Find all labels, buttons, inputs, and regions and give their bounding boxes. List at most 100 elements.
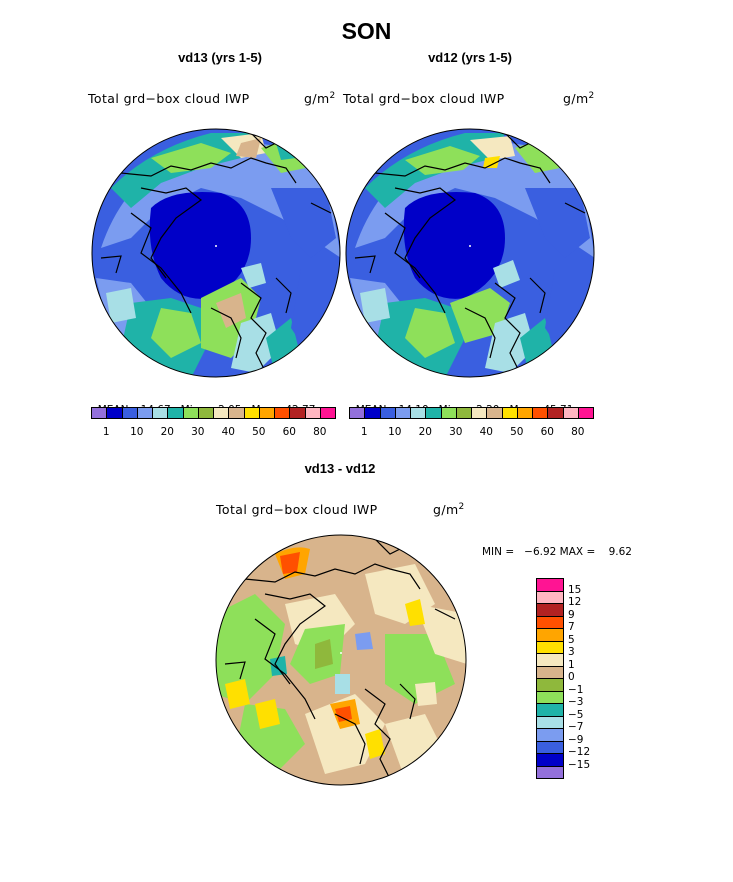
figure-title: SON bbox=[341, 18, 392, 44]
left-colorbar-swatch bbox=[152, 407, 169, 419]
left-colorbar-swatch bbox=[228, 407, 245, 419]
left-polar-map bbox=[91, 128, 341, 378]
left-colorbar-tick-label: 20 bbox=[160, 426, 174, 438]
left-colorbar-swatch bbox=[136, 407, 153, 419]
right-colorbar bbox=[349, 407, 594, 421]
right-colorbar-swatch bbox=[410, 407, 427, 419]
right-units-exp: 2 bbox=[588, 91, 595, 101]
diff-colorbar-tick-label: 0 bbox=[568, 671, 575, 683]
left-colorbar-tick-label: 40 bbox=[221, 426, 235, 438]
right-colorbar-swatch bbox=[394, 407, 411, 419]
right-colorbar-swatch bbox=[486, 407, 503, 419]
diff-panel-subtitle: vd13 - vd12 bbox=[304, 461, 376, 476]
left-panel-subtitle: vd13 (yrs 1-5) bbox=[178, 50, 262, 65]
right-colorbar-swatch bbox=[440, 407, 457, 419]
left-colorbar-swatch bbox=[213, 407, 230, 419]
diff-colorbar-swatch bbox=[536, 640, 564, 654]
diff-colorbar-swatch bbox=[536, 690, 564, 704]
left-colorbar-tick-label: 80 bbox=[313, 426, 327, 438]
left-colorbar-swatch bbox=[258, 407, 275, 419]
diff-colorbar-tick-label: 5 bbox=[568, 633, 575, 646]
diff-colorbar-tick-label: −9 bbox=[568, 733, 584, 746]
left-colorbar-swatch bbox=[319, 407, 336, 419]
left-colorbar-swatch bbox=[106, 407, 123, 419]
diff-colorbar-tick-label: −7 bbox=[568, 721, 584, 733]
left-colorbar-tick-label: 10 bbox=[130, 426, 144, 438]
left-field-label: Total grd−box cloud IWP bbox=[88, 91, 250, 106]
right-colorbar-swatch bbox=[455, 407, 472, 419]
right-colorbar-swatch bbox=[471, 407, 488, 419]
diff-colorbar-swatch bbox=[536, 578, 564, 592]
right-colorbar-swatch bbox=[547, 407, 564, 419]
diff-colorbar-swatch bbox=[536, 665, 564, 679]
left-colorbar-swatch bbox=[197, 407, 214, 419]
left-colorbar-labels: 1 10 20 30 40 50 60 80 bbox=[91, 426, 335, 440]
left-colorbar bbox=[91, 407, 336, 421]
left-colorbar-swatch bbox=[304, 407, 321, 419]
right-colorbar-labels: 1 10 20 30 40 50 60 80 bbox=[349, 426, 593, 440]
right-colorbar-tick-label: 1 bbox=[360, 426, 368, 438]
diff-colorbar-tick-label: −5 bbox=[568, 708, 584, 721]
diff-colorbar-swatch bbox=[536, 590, 564, 604]
left-colorbar-swatch bbox=[274, 407, 291, 419]
right-colorbar-swatch bbox=[349, 407, 366, 419]
left-colorbar-swatch bbox=[243, 407, 260, 419]
diff-colorbar-tick-label: −3 bbox=[568, 696, 584, 708]
diff-colorbar-tick-label: −15 bbox=[568, 758, 591, 771]
right-colorbar-swatch bbox=[425, 407, 442, 419]
diff-colorbar-tick-label: 7 bbox=[568, 621, 575, 633]
left-colorbar-swatch bbox=[167, 407, 184, 419]
diff-units-base: g/m bbox=[433, 502, 459, 518]
diff-colorbar-swatch bbox=[536, 653, 564, 667]
right-units: g/m2 bbox=[563, 91, 595, 106]
left-units-base: g/m bbox=[304, 91, 330, 107]
right-colorbar-tick-label: 10 bbox=[388, 426, 402, 438]
diff-colorbar-tick-label: 1 bbox=[568, 658, 575, 671]
left-colorbar-tick-label: 30 bbox=[191, 426, 205, 438]
diff-colorbar-swatch bbox=[536, 740, 564, 754]
right-colorbar-tick-label: 80 bbox=[571, 426, 585, 438]
left-colorbar-tick-label: 1 bbox=[102, 426, 110, 438]
left-colorbar-swatch bbox=[182, 407, 199, 419]
right-colorbar-swatch bbox=[379, 407, 396, 419]
left-colorbar-tick-label: 50 bbox=[252, 426, 266, 438]
left-colorbar-tick-label: 60 bbox=[282, 426, 296, 438]
right-colorbar-swatch bbox=[562, 407, 579, 419]
diff-colorbar-labels: 15 12 9 7 5 3 1 0 −1 −3 −5 −7 −9 −12 −15 bbox=[568, 578, 608, 778]
diff-colorbar bbox=[536, 578, 564, 779]
diff-colorbar-tick-label: 9 bbox=[568, 608, 575, 621]
left-colorbar-swatch bbox=[289, 407, 306, 419]
right-polar-map bbox=[345, 128, 595, 378]
diff-colorbar-tick-label: −12 bbox=[568, 746, 591, 758]
left-units: g/m2 bbox=[304, 91, 336, 106]
right-units-base: g/m bbox=[563, 91, 589, 107]
diff-colorbar-swatch bbox=[536, 715, 564, 729]
left-colorbar-swatch bbox=[91, 407, 108, 419]
diff-colorbar-swatch bbox=[536, 628, 564, 642]
diff-colorbar-swatch bbox=[536, 703, 564, 717]
diff-units-exp: 2 bbox=[458, 502, 465, 512]
left-colorbar-swatch bbox=[121, 407, 138, 419]
diff-colorbar-tick-label: 3 bbox=[568, 646, 575, 658]
diff-colorbar-tick-label: −1 bbox=[568, 683, 584, 696]
right-colorbar-tick-label: 50 bbox=[510, 426, 524, 438]
right-colorbar-swatch bbox=[577, 407, 594, 419]
right-colorbar-tick-label: 20 bbox=[418, 426, 432, 438]
diff-minmax: MIN = −6.92 MAX = 9.62 bbox=[482, 546, 632, 558]
diff-colorbar-swatch bbox=[536, 603, 564, 617]
left-units-exp: 2 bbox=[329, 91, 336, 101]
right-colorbar-tick-label: 30 bbox=[449, 426, 463, 438]
diff-field-label: Total grd−box cloud IWP bbox=[216, 502, 378, 517]
diff-colorbar-swatch bbox=[536, 615, 564, 629]
diff-colorbar-swatch bbox=[536, 765, 564, 779]
right-colorbar-tick-label: 60 bbox=[540, 426, 554, 438]
diff-polar-map bbox=[215, 534, 467, 786]
diff-colorbar-tick-label: 15 bbox=[568, 583, 582, 596]
right-colorbar-swatch bbox=[516, 407, 533, 419]
right-colorbar-swatch bbox=[532, 407, 549, 419]
diff-colorbar-swatch bbox=[536, 728, 564, 742]
diff-colorbar-tick-label: 12 bbox=[568, 596, 582, 608]
diff-units: g/m2 bbox=[433, 502, 465, 517]
diff-colorbar-swatch bbox=[536, 678, 564, 692]
right-colorbar-swatch bbox=[364, 407, 381, 419]
